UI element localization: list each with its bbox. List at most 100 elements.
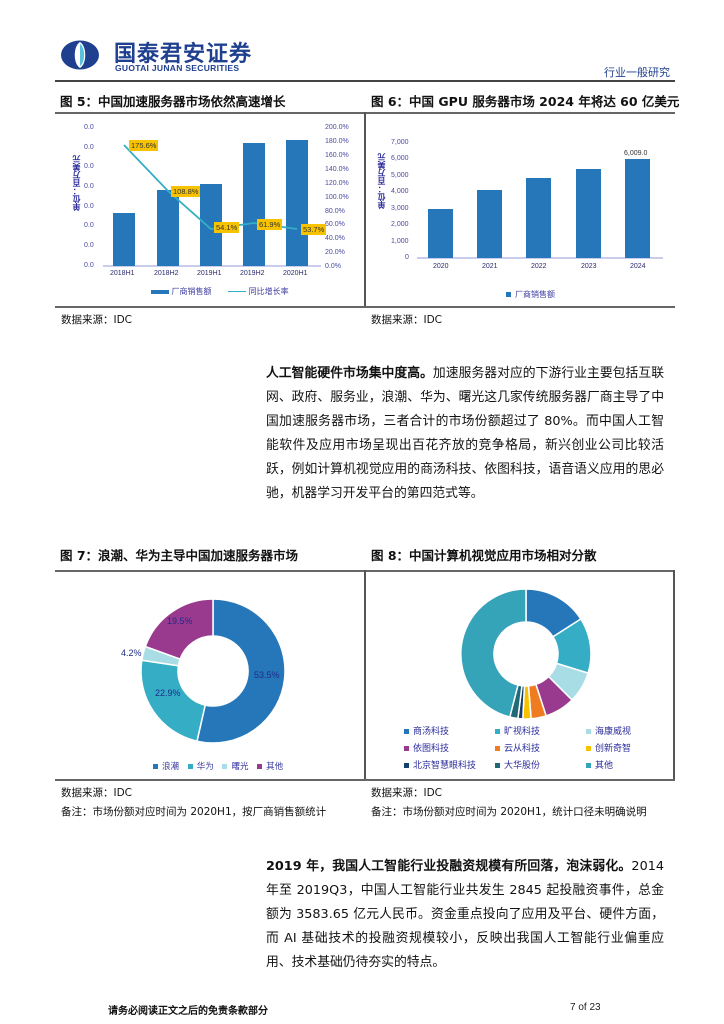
fig5-xtick: 2018H2 xyxy=(154,270,179,277)
legend-item: 云从科技 xyxy=(495,741,540,754)
fig7-title: 图 7：浪潮、华为主导中国加速服务器市场 xyxy=(60,548,299,563)
fig5-y2tick: 120.0% xyxy=(325,180,349,187)
legend-swatch xyxy=(404,746,409,751)
fig6-xtick: 2021 xyxy=(482,263,498,270)
fig5-ytick: 0.0 xyxy=(84,124,94,131)
paragraph-investment-decline: 2019 年，我国人工智能行业投融资规模有所回落，泡沫弱化。2014 年至 20… xyxy=(266,855,664,975)
legend-swatch xyxy=(495,729,500,734)
fig5-ytick: 0.0 xyxy=(84,222,94,229)
fig5-y2tick: 100.0% xyxy=(325,194,349,201)
fig5-chart: 单位：百万美元 0.0 0.0 0.0 0.0 0.0 0.0 0.0 0.0 … xyxy=(55,113,363,306)
page-number: 7 of 23 xyxy=(570,1002,601,1013)
logo-name-en: GUOTAI JUNAN SECURITIES xyxy=(115,63,240,73)
fig5-data-label: 61.9% xyxy=(257,219,283,230)
legend-item: 其他 xyxy=(586,758,613,771)
legend-bar-swatch xyxy=(506,292,511,297)
fig-divider xyxy=(364,112,366,307)
header-divider xyxy=(55,80,675,82)
legend-label: 其他 xyxy=(266,762,284,772)
fig6-ytick: 2,000 xyxy=(391,221,409,228)
fig6-ytick: 1,000 xyxy=(391,238,409,245)
fig6-plot xyxy=(417,159,663,259)
legend-label: 大华股份 xyxy=(504,761,541,771)
fig7-label-sugon: 4.2% xyxy=(121,648,142,658)
legend-label: 创新奇智 xyxy=(595,744,632,754)
fig6-xtick: 2020 xyxy=(433,263,449,270)
fig7-chart: 53.5% 22.9% 4.2% 19.5% 浪潮 华为 曙光 其他 xyxy=(55,571,363,779)
fig-bottom-rule xyxy=(55,306,675,308)
legend-swatch xyxy=(404,763,409,768)
fig5-ytick: 0.0 xyxy=(84,163,94,170)
legend-swatch xyxy=(586,746,591,751)
legend-swatch xyxy=(222,764,228,769)
fig7-donut xyxy=(140,598,286,744)
report-type: 行业一般研究 xyxy=(604,66,670,79)
legend-item: 北京智慧眼科技 xyxy=(404,758,476,771)
fig5-y2tick: 160.0% xyxy=(325,152,349,159)
fig5-legend: 厂商销售额 同比增长率 xyxy=(151,286,289,297)
fig6-source: 数据来源：IDC xyxy=(371,314,443,326)
fig5-ytick: 0.0 xyxy=(84,203,94,210)
fig8-frame-right xyxy=(673,570,675,780)
legend-line-swatch xyxy=(228,290,247,293)
paragraph-lead: 2019 年，我国人工智能行业投融资规模有所回落，泡沫弱化。 xyxy=(266,859,632,874)
fig5-xtick: 2020H1 xyxy=(283,270,308,277)
fig5-source: 数据来源：IDC xyxy=(61,314,133,326)
fig-bottom-rule-2 xyxy=(55,779,675,781)
legend-label: 华为 xyxy=(196,762,214,772)
legend-swatch xyxy=(153,764,158,769)
fig5-y2tick: 60.0% xyxy=(325,221,345,228)
fig6-data-label: 6,009.0 xyxy=(624,150,648,157)
fig6-xtick: 2024 xyxy=(630,263,646,270)
fig5-y2tick: 80.0% xyxy=(325,208,345,215)
fig6-ytick: 5,000 xyxy=(391,172,409,179)
fig7-legend: 浪潮 华为 曙光 其他 xyxy=(153,760,283,772)
legend-label: 浪潮 xyxy=(162,762,180,772)
logo-name-cn: 国泰君安证券 xyxy=(114,42,253,67)
fig5-xtick: 2018H1 xyxy=(110,270,135,277)
legend-item: 大华股份 xyxy=(495,758,540,771)
fig5-y2tick: 0.0% xyxy=(325,263,341,270)
fig6-chart: 单位：百万美元 7,000 6,000 5,000 4,000 3,000 2,… xyxy=(366,113,674,306)
fig6-legend: 厂商销售额 xyxy=(506,289,555,300)
legend-bar-label: 厂商销售额 xyxy=(171,287,212,296)
fig6-xtick: 2022 xyxy=(531,263,547,270)
legend-swatch xyxy=(404,729,409,734)
legend-item: 依图科技 xyxy=(404,741,449,754)
legend-label: 云从科技 xyxy=(504,744,541,754)
fig7-label-langchao: 53.5% xyxy=(254,670,280,680)
fig5-ytick: 0.0 xyxy=(84,262,94,269)
legend-item: 商汤科技 xyxy=(404,724,449,737)
fig5-ytick: 0.0 xyxy=(84,242,94,249)
legend-line-label: 同比增长率 xyxy=(248,287,289,296)
fig6-xtick: 2023 xyxy=(581,263,597,270)
legend-item: 旷视科技 xyxy=(495,724,540,737)
legend-bar-swatch xyxy=(151,289,169,294)
legend-swatch xyxy=(187,764,193,769)
fig5-plot xyxy=(103,140,321,267)
legend-label: 商汤科技 xyxy=(413,727,450,737)
fig5-y2tick: 180.0% xyxy=(325,138,349,145)
paragraph-body: 加速服务器对应的下游行业主要包括互联网、政府、服务业，浪潮、华为、曙光这几家传统… xyxy=(266,366,665,501)
legend-swatch xyxy=(257,764,263,769)
legend-item: 海康威视 xyxy=(586,724,631,737)
fig7-label-others: 19.5% xyxy=(167,616,193,626)
fig6-ytick: 3,000 xyxy=(391,205,409,212)
fig6-ytick: 4,000 xyxy=(391,188,409,195)
paragraph-body: 2014 年至 2019Q3，中国人工智能行业共发生 2845 起投融资事件，总… xyxy=(266,859,664,970)
fig5-y2tick: 200.0% xyxy=(325,124,349,131)
legend-swatch xyxy=(586,729,591,734)
legend-label: 曙光 xyxy=(231,762,249,772)
fig8-source: 数据来源：IDC xyxy=(371,787,443,799)
fig8-title: 图 8：中国计算机视觉应用市场相对分散 xyxy=(371,548,597,563)
fig5-ytick: 0.0 xyxy=(84,144,94,151)
legend-label: 其他 xyxy=(595,761,614,771)
fig5-y2tick: 20.0% xyxy=(325,249,345,256)
fig7-source: 数据来源：IDC xyxy=(61,787,133,799)
fig5-data-label: 175.6% xyxy=(129,140,159,151)
logo-mark-icon xyxy=(61,40,99,70)
fig5-data-label: 53.7% xyxy=(301,224,327,235)
fig8-donut xyxy=(460,588,592,720)
legend-swatch xyxy=(495,746,500,751)
paragraph-lead: 人工智能硬件市场集中度高。 xyxy=(266,366,433,381)
